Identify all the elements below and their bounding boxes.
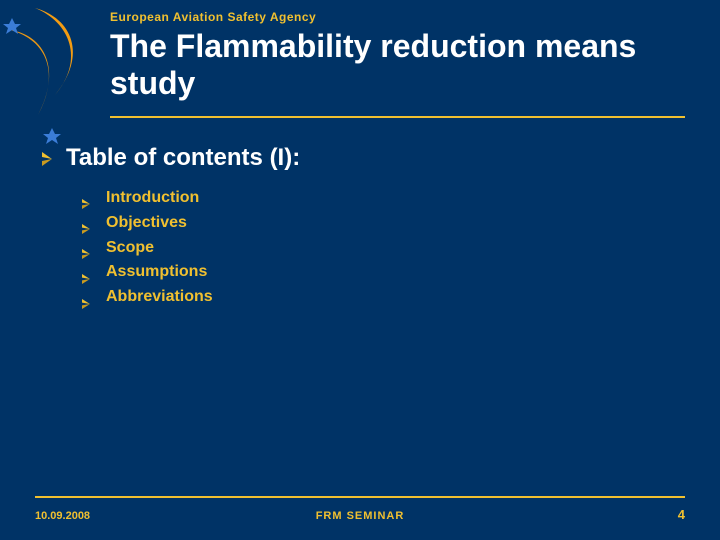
- toc-item: Objectives: [82, 211, 642, 236]
- toc-item-label: Objectives: [106, 211, 187, 236]
- toc-item: Abbreviations: [82, 285, 642, 310]
- slide-title: The Flammability reduction means study: [110, 28, 670, 102]
- footer-divider: [35, 496, 685, 498]
- toc-item-label: Assumptions: [106, 260, 207, 285]
- arrow-bullet-icon: [82, 193, 96, 203]
- toc-item: Scope: [82, 236, 642, 261]
- footer-center: FRM SEMINAR: [0, 510, 720, 522]
- agency-label: European Aviation Safety Agency: [110, 10, 316, 24]
- title-divider: [110, 116, 685, 118]
- slide: European Aviation Safety Agency The Flam…: [0, 0, 720, 540]
- toc-item: Assumptions: [82, 260, 642, 285]
- arrow-bullet-icon: [82, 218, 96, 228]
- arrow-bullet-icon: [82, 293, 96, 303]
- arrow-bullet-icon: [82, 268, 96, 278]
- toc-item-label: Scope: [106, 236, 154, 261]
- footer-page-number: 4: [678, 507, 685, 522]
- toc-item-label: Abbreviations: [106, 285, 213, 310]
- toc-item: Introduction: [82, 186, 642, 211]
- arrow-bullet-icon: [42, 152, 60, 166]
- arrow-bullet-icon: [82, 243, 96, 253]
- easa-logo: [0, 0, 100, 150]
- toc-item-label: Introduction: [106, 186, 199, 211]
- section-heading: Table of contents (I):: [66, 144, 300, 172]
- toc-list: IntroductionObjectivesScopeAssumptionsAb…: [82, 186, 642, 310]
